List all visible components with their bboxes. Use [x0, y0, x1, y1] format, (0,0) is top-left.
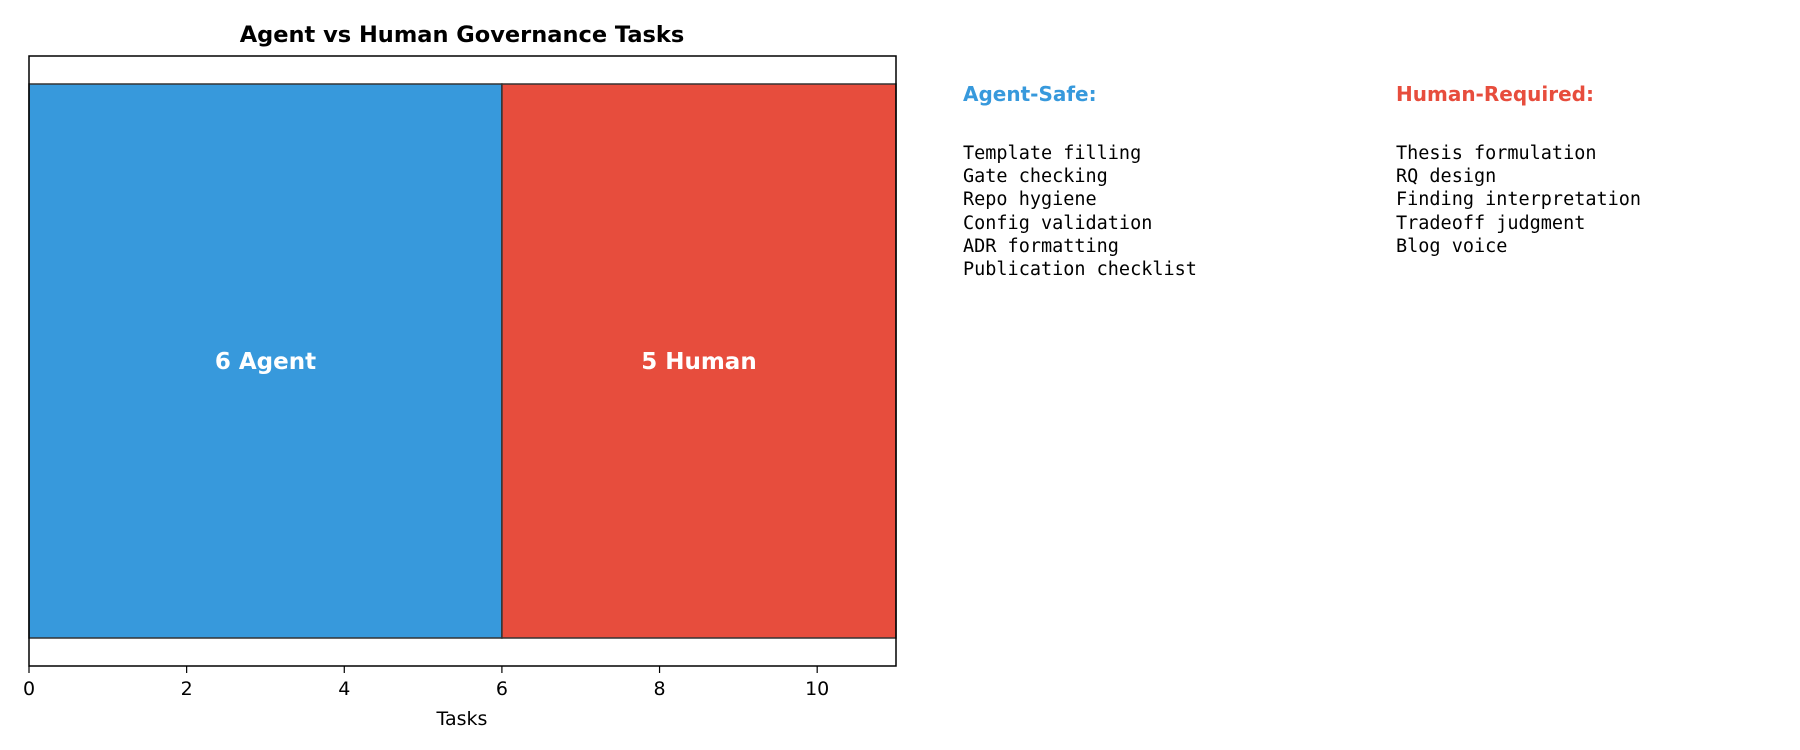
agent-safe-panel: Agent-Safe: Template filling Gate checki…: [963, 82, 1197, 281]
x-axis-label: Tasks: [436, 708, 488, 730]
list-item: Gate checking: [963, 166, 1108, 188]
agent-safe-title: Agent-Safe:: [963, 82, 1097, 106]
list-item: Finding interpretation: [1396, 189, 1642, 211]
list-item: Publication checklist: [963, 259, 1197, 281]
human-required-panel: Human-Required: Thesis formulation RQ de…: [1396, 82, 1641, 258]
list-item: RQ design: [1396, 166, 1497, 188]
plot-frame: [28, 55, 897, 667]
human-required-title: Human-Required:: [1396, 82, 1594, 106]
list-item: Template filling: [963, 143, 1142, 164]
x-tick-label: 8: [653, 678, 665, 700]
human-required-list: Thesis formulation RQ design Finding int…: [1396, 142, 1641, 258]
chart-title: Agent vs Human Governance Tasks: [240, 22, 685, 48]
x-tick-label: 4: [338, 678, 350, 700]
bars-group: 6 Agent 5 Human: [28, 83, 897, 639]
list-item: ADR formatting: [963, 235, 1119, 257]
bar-value-label: 5 Human: [641, 349, 757, 375]
agent-safe-list: Template filling Gate checking Repo hygi…: [963, 142, 1197, 281]
x-tick-label: 6: [496, 678, 508, 700]
list-item: Config validation: [963, 212, 1153, 234]
bar-segment: [501, 83, 897, 639]
x-axis-ticks: 0 2 4 6 8 10: [23, 666, 829, 700]
x-tick-label: 0: [23, 678, 35, 700]
bar-value-label: 6 Agent: [215, 349, 316, 375]
x-tick-label: 2: [181, 678, 193, 700]
list-item: Blog voice: [1396, 235, 1508, 257]
list-item: Repo hygiene: [963, 189, 1097, 211]
bar-segment: [28, 83, 503, 639]
list-item: Tradeoff judgment: [1396, 212, 1586, 234]
stacked-bar-chart: Agent vs Human Governance Tasks 6 Agent 5…: [23, 22, 897, 730]
list-item: Thesis formulation: [1396, 143, 1597, 164]
x-tick-label: 10: [805, 678, 829, 700]
